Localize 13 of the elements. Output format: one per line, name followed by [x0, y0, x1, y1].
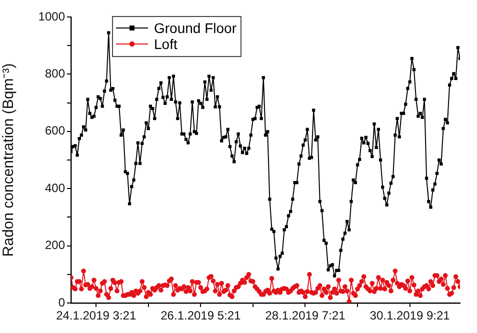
legend-label: Loft [154, 36, 178, 52]
y-tick-label: 400 [44, 180, 66, 195]
x-tick-label: 30.1.2019 9:21 [370, 308, 450, 323]
y-tick-label: 0 [58, 295, 66, 310]
x-tick-label: 24.1.2019 3:21 [56, 308, 136, 323]
y-tick-label: 800 [44, 66, 66, 81]
x-tick-label: 26.1.2019 5:21 [160, 308, 242, 323]
y-axis-title: Radon concentration (Bqm⁻³) [0, 63, 18, 257]
x-tick-label: 28.1.2019 7:21 [265, 308, 346, 323]
y-tick-label: 200 [44, 238, 66, 252]
y-tick-label: 600 [44, 124, 66, 138]
y-tick-label: 1000 [38, 9, 66, 24]
legend-label: Ground Floor [154, 20, 237, 36]
